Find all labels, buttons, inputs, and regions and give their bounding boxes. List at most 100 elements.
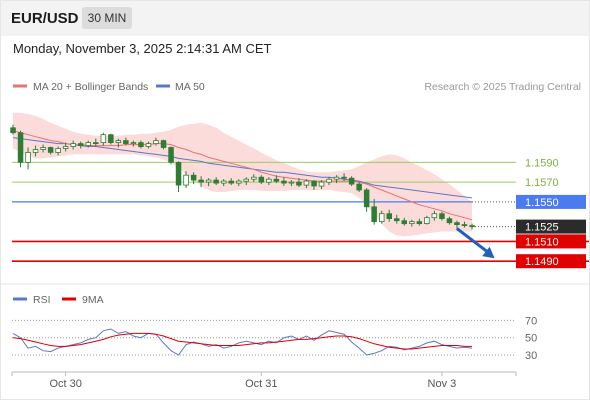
candle-body [130, 142, 137, 145]
candle [424, 215, 430, 225]
candle-body [439, 213, 445, 219]
legend-ma20: MA 20 + Bollinger Bands [13, 81, 148, 93]
ma20-legend-label: MA 20 + Bollinger Bands [33, 81, 148, 93]
candle-body [386, 213, 392, 219]
candle [70, 140, 77, 150]
candle-body [281, 180, 287, 184]
candle-body [326, 178, 332, 183]
candle [326, 177, 332, 186]
candle-body [205, 179, 212, 183]
candle [62, 142, 69, 152]
candle-body [220, 180, 227, 184]
candle [251, 174, 257, 183]
candle-body [108, 134, 114, 143]
price-plot: 1.1590 1.1570 1.1550 1.1525 1.1510 1.1490 [10, 112, 590, 269]
candle [393, 214, 400, 224]
candle-body [424, 217, 430, 224]
candle [273, 175, 280, 184]
candle-body [62, 146, 69, 149]
candle [47, 146, 54, 155]
candle-body [431, 213, 438, 219]
rsi-legend-label: RSI [33, 294, 51, 306]
candle-body [363, 189, 370, 208]
candle-body [213, 179, 219, 184]
level-label: 1.1590 [525, 157, 559, 169]
candle-body [341, 176, 347, 179]
level-label: 1.1550 [525, 197, 559, 209]
candle-body [78, 143, 84, 147]
rsi-ma-line [12, 332, 472, 350]
candle-body [273, 178, 280, 182]
forecast-arrow-head [482, 246, 495, 259]
candle-body [32, 149, 39, 153]
candle [461, 221, 468, 228]
candle-body [25, 152, 31, 163]
candle [10, 124, 16, 135]
rsi-tick-label: 30 [525, 350, 537, 362]
legend-rsi: RSI [13, 294, 51, 306]
candle [145, 141, 152, 149]
time-axis-label: Nov 3 [428, 378, 457, 390]
candle [213, 177, 219, 186]
candle-body [258, 176, 265, 183]
candle [198, 176, 204, 188]
candle [85, 140, 92, 148]
ma50-legend-label: MA 50 [175, 81, 205, 93]
candle-body [333, 176, 340, 180]
candle-body [55, 148, 61, 153]
candle-body [183, 174, 189, 186]
timeframe-badge[interactable]: 30 MIN [82, 7, 132, 29]
candle-body [123, 140, 129, 145]
candle-body [47, 147, 54, 153]
symbol-label: EUR/USD [11, 10, 79, 27]
candle [303, 179, 310, 189]
candle-body [251, 176, 257, 180]
candle [235, 179, 242, 187]
candle [431, 210, 438, 221]
candle-body [198, 179, 204, 183]
candle [454, 220, 460, 229]
candle-body [371, 206, 377, 223]
candle-body [348, 177, 355, 185]
ma50-line [12, 137, 473, 199]
candle-body [378, 213, 385, 222]
candle-body [296, 181, 302, 186]
candle-body [409, 221, 415, 225]
candle [108, 133, 114, 145]
candle [175, 161, 182, 192]
candle-body [145, 143, 152, 148]
candle-body [17, 132, 24, 163]
candle-body [228, 180, 234, 184]
candle [333, 175, 340, 184]
candle-body [93, 142, 99, 145]
candle [153, 137, 159, 146]
candle [205, 178, 212, 187]
time-axis-label: Oct 31 [245, 378, 277, 390]
candle [32, 145, 39, 157]
candle [25, 147, 31, 170]
candle [386, 209, 392, 222]
candle-body [190, 174, 197, 181]
rsi-line [12, 328, 473, 356]
legend-rsi-ma: 9MA [62, 294, 104, 306]
candle [220, 179, 227, 187]
candle [115, 138, 122, 148]
candle [401, 217, 407, 226]
candle-body [401, 220, 407, 225]
candle-body [303, 180, 310, 186]
level-label-box [516, 194, 586, 209]
candle-body [318, 181, 325, 187]
candle-body [175, 161, 182, 186]
chart-timestamp: Monday, November 3, 2025 2:14:31 AM CET [13, 41, 272, 56]
candle-body [266, 178, 272, 183]
candle [311, 180, 317, 191]
candle [228, 178, 234, 186]
candle-body [243, 178, 249, 182]
candle [296, 178, 302, 188]
rsi-ma-legend-label: 9MA [82, 294, 104, 306]
candle [416, 218, 423, 226]
candle [183, 171, 189, 189]
candle-body [311, 180, 317, 187]
forecast-arrow-shaft [456, 227, 492, 256]
candle-body [100, 134, 107, 143]
